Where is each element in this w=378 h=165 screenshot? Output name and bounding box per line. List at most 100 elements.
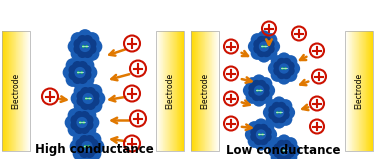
Polygon shape [5,31,6,150]
Circle shape [279,112,292,126]
Circle shape [261,134,274,148]
Polygon shape [29,31,30,150]
Circle shape [248,88,258,98]
Circle shape [272,113,282,123]
Circle shape [263,106,276,119]
Polygon shape [196,31,197,150]
Circle shape [80,129,94,144]
Circle shape [262,84,275,97]
Polygon shape [209,31,210,150]
Circle shape [279,99,292,113]
Circle shape [277,71,291,85]
Circle shape [285,66,295,76]
Circle shape [261,133,264,136]
Circle shape [256,80,266,90]
Polygon shape [180,31,181,150]
Circle shape [66,72,80,87]
Circle shape [277,151,287,161]
Circle shape [66,58,80,73]
Circle shape [91,91,105,106]
Circle shape [284,150,297,164]
Circle shape [261,45,264,48]
Circle shape [280,105,290,115]
Polygon shape [204,31,205,150]
Circle shape [272,115,286,129]
Circle shape [85,45,88,48]
Polygon shape [218,31,219,150]
Polygon shape [195,31,196,150]
Circle shape [68,65,79,75]
Polygon shape [163,31,164,150]
Circle shape [259,77,273,91]
Circle shape [259,135,268,145]
Polygon shape [208,31,209,150]
Circle shape [276,102,286,112]
Polygon shape [356,31,357,150]
Circle shape [83,115,93,125]
Polygon shape [355,31,356,150]
Polygon shape [366,31,367,150]
Polygon shape [191,31,192,150]
Polygon shape [10,31,11,150]
Circle shape [262,132,272,142]
Polygon shape [18,31,19,150]
Polygon shape [164,31,165,150]
Polygon shape [206,31,207,150]
Polygon shape [345,31,346,150]
Polygon shape [370,31,371,150]
Circle shape [260,88,270,98]
Circle shape [257,30,271,44]
Polygon shape [170,31,171,150]
Circle shape [272,102,282,112]
Circle shape [70,120,81,130]
Circle shape [79,121,82,124]
Circle shape [276,113,286,123]
Circle shape [88,84,102,99]
Polygon shape [26,31,27,150]
Polygon shape [214,31,215,150]
Circle shape [76,96,87,106]
Circle shape [245,128,259,141]
Circle shape [84,135,95,146]
Polygon shape [176,31,177,150]
Circle shape [82,93,94,104]
Polygon shape [3,31,4,150]
Polygon shape [352,31,353,150]
Polygon shape [201,31,202,150]
Circle shape [282,69,291,79]
Circle shape [279,145,289,156]
Circle shape [68,39,82,54]
Circle shape [68,108,82,123]
Polygon shape [202,31,203,150]
Circle shape [279,63,289,74]
Circle shape [83,120,93,130]
Polygon shape [348,31,349,150]
Circle shape [252,93,266,107]
Circle shape [251,46,264,60]
Circle shape [80,71,83,74]
Circle shape [79,135,90,146]
Circle shape [284,68,297,82]
Polygon shape [9,31,10,150]
Circle shape [257,47,266,57]
Circle shape [284,67,287,70]
Circle shape [273,61,283,71]
Circle shape [80,58,94,73]
Circle shape [282,106,295,119]
Polygon shape [347,31,348,150]
Polygon shape [207,31,208,150]
Circle shape [248,40,262,53]
Circle shape [273,66,283,76]
Circle shape [74,123,85,134]
Circle shape [266,99,279,113]
Polygon shape [183,31,184,150]
Circle shape [73,146,87,161]
Polygon shape [181,31,182,150]
Circle shape [272,96,286,110]
Text: Electrode: Electrode [11,72,20,109]
Circle shape [271,55,284,69]
Circle shape [80,149,94,164]
Circle shape [284,55,297,69]
Polygon shape [368,31,369,150]
Polygon shape [363,31,364,150]
